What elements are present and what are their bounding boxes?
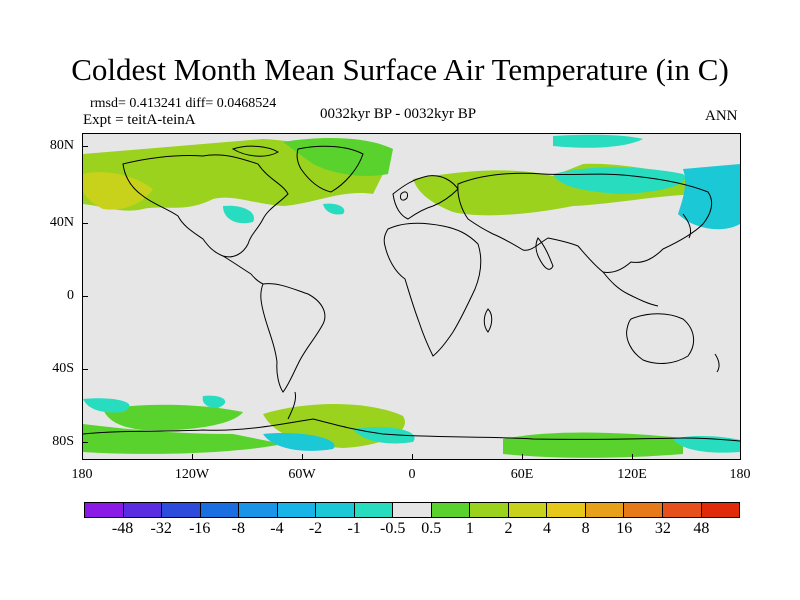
colorbar-label: 4 [543, 520, 552, 537]
colorbar-swatch [662, 503, 702, 517]
anomaly-cool-region [223, 205, 254, 224]
colorbar-swatch [431, 503, 471, 517]
north-america-coast [122, 154, 289, 258]
y-tick [82, 442, 88, 443]
lon-label: 60E [510, 467, 534, 482]
anomaly-cool-region [353, 427, 415, 444]
colorbar-label: 8 [581, 520, 590, 537]
africa-coast [383, 222, 482, 357]
lat-label: 80N [49, 138, 74, 153]
colorbar-label: 0.5 [421, 520, 442, 537]
colorbar [84, 502, 740, 518]
lon-label: 60W [288, 467, 316, 482]
y-tick [82, 369, 88, 370]
colorbar-label: 16 [616, 520, 633, 537]
period-label: 0032kyr BP - 0032kyr BP [320, 106, 477, 122]
colorbar-swatch [277, 503, 317, 517]
colorbar-swatch [624, 503, 663, 517]
anomaly-warm-region [443, 192, 488, 212]
anomaly-warm-region [503, 432, 683, 458]
experiment-label: Expt = teitA-teinA [83, 112, 196, 128]
coastlines [83, 145, 740, 442]
world-map [83, 134, 740, 458]
colorbar-swatch [239, 503, 278, 517]
southeast-asia-coast [602, 271, 659, 307]
lat-label: 40S [52, 361, 74, 376]
colorbar-swatch [162, 503, 201, 517]
japan-coast [682, 213, 692, 239]
lat-label: 80S [52, 434, 74, 449]
anomaly-cool-region [83, 398, 130, 413]
colorbar-label: -16 [189, 520, 211, 537]
arctic-islands-coast [231, 145, 279, 157]
colorbar-swatch [508, 503, 548, 517]
colorbar-label: 48 [693, 520, 710, 537]
season-label: ANN [705, 108, 738, 124]
colorbar-label: -1 [347, 520, 361, 537]
south-america-coast [260, 283, 326, 393]
uk-coast [400, 191, 408, 201]
colorbar-label: 32 [654, 520, 671, 537]
central-america-coast [222, 255, 264, 285]
x-tick [302, 454, 303, 460]
anomaly-cool-region [673, 436, 740, 453]
x-tick [412, 454, 413, 460]
lat-label: 0 [67, 288, 74, 303]
lon-label: 180 [71, 467, 93, 482]
x-tick [192, 454, 193, 460]
india-coast [535, 237, 554, 270]
colorbar-label: 2 [504, 520, 513, 537]
colorbar-label: -48 [111, 520, 134, 537]
y-tick [82, 296, 88, 297]
stats-text: rmsd= 0.413241 diff= 0.0468524 [90, 96, 277, 111]
greenland-coast [296, 145, 364, 193]
lat-label: 40N [49, 215, 74, 230]
europe-coast [392, 175, 459, 220]
antarctic-peninsula-coast [287, 391, 296, 420]
colorbar-label: -2 [308, 520, 323, 537]
colorbar-label: -0.5 [380, 520, 406, 537]
asia-coast [457, 172, 713, 273]
colorbar-swatch [547, 503, 586, 517]
colorbar-swatch [85, 503, 124, 517]
anomaly-cool-region [323, 203, 345, 215]
anomaly-cool-fill [83, 134, 740, 453]
y-tick [82, 146, 88, 147]
colorbar-swatch [393, 503, 432, 517]
anomaly-warm-region [83, 172, 153, 210]
lon-label: 120E [617, 467, 647, 482]
new-zealand-coast [714, 353, 720, 373]
anomaly-cool-region [553, 134, 643, 148]
colorbar-label: 1 [465, 520, 474, 537]
lon-label: 120W [174, 467, 210, 482]
anomaly-cool-region [263, 433, 335, 451]
anomaly-warm-region [103, 404, 243, 431]
madagascar-coast [483, 308, 493, 333]
y-tick [82, 223, 88, 224]
colorbar-label: -4 [270, 520, 284, 537]
colorbar-label: -8 [231, 520, 245, 537]
australia-coast [626, 313, 695, 364]
colorbar-label: -32 [150, 520, 172, 537]
x-tick [632, 454, 633, 460]
colorbar-swatch [316, 503, 355, 517]
colorbar-swatch [200, 503, 240, 517]
colorbar-swatch [123, 503, 163, 517]
lon-label: 180 [729, 467, 751, 482]
colorbar-swatch [701, 503, 740, 517]
lon-label: 0 [408, 467, 416, 482]
colorbar-swatch [470, 503, 509, 517]
anomaly-cool-region [202, 395, 226, 408]
antarctica-coast [83, 418, 740, 442]
map-title: Coldest Month Mean Surface Air Temperatu… [71, 52, 729, 87]
anomaly-cool-region [678, 164, 740, 230]
colorbar-swatch [354, 503, 394, 517]
x-tick [522, 454, 523, 460]
map-panel [82, 133, 741, 460]
colorbar-swatch [585, 503, 625, 517]
